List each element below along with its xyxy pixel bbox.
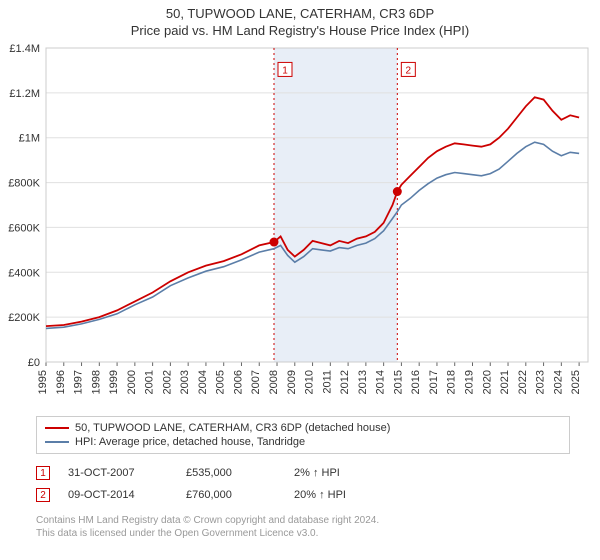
sale-marker-dot bbox=[393, 187, 402, 196]
legend-swatch bbox=[45, 441, 69, 443]
svg-text:2006: 2006 bbox=[232, 370, 244, 394]
legend-item: 50, TUPWOOD LANE, CATERHAM, CR3 6DP (det… bbox=[45, 421, 561, 435]
svg-text:2003: 2003 bbox=[179, 370, 191, 394]
svg-text:£0: £0 bbox=[28, 357, 40, 369]
svg-text:1999: 1999 bbox=[108, 370, 120, 394]
svg-text:£800K: £800K bbox=[8, 178, 40, 190]
sales-table: 1 31-OCT-2007 £535,000 2% ↑ HPI 2 09-OCT-2014… bbox=[36, 462, 570, 506]
svg-text:2016: 2016 bbox=[410, 370, 422, 394]
svg-text:2005: 2005 bbox=[215, 370, 227, 394]
svg-text:2013: 2013 bbox=[357, 370, 369, 394]
sale-marker-box: 1 bbox=[36, 466, 50, 480]
legend-label: HPI: Average price, detached house, Tand… bbox=[75, 436, 305, 448]
svg-text:£200K: £200K bbox=[8, 312, 40, 324]
sale-price: £535,000 bbox=[186, 467, 276, 479]
svg-text:2019: 2019 bbox=[463, 370, 475, 394]
sale-row: 2 09-OCT-2014 £760,000 20% ↑ HPI bbox=[36, 484, 570, 506]
svg-text:2: 2 bbox=[406, 65, 412, 76]
svg-text:2009: 2009 bbox=[286, 370, 298, 394]
footer-line-2: This data is licensed under the Open Gov… bbox=[36, 527, 570, 540]
svg-text:2011: 2011 bbox=[321, 370, 333, 394]
chart-legend: 50, TUPWOOD LANE, CATERHAM, CR3 6DP (det… bbox=[36, 416, 570, 454]
legend-swatch bbox=[45, 427, 69, 429]
svg-text:2002: 2002 bbox=[161, 370, 173, 394]
sale-hpi-diff: 20% ↑ HPI bbox=[294, 489, 374, 501]
svg-text:2017: 2017 bbox=[428, 370, 440, 394]
svg-text:£600K: £600K bbox=[8, 222, 40, 234]
svg-text:2023: 2023 bbox=[535, 370, 547, 394]
sale-row: 1 31-OCT-2007 £535,000 2% ↑ HPI bbox=[36, 462, 570, 484]
legend-item: HPI: Average price, detached house, Tand… bbox=[45, 435, 561, 449]
svg-text:2022: 2022 bbox=[517, 370, 529, 394]
svg-text:1: 1 bbox=[282, 65, 288, 76]
svg-text:2025: 2025 bbox=[570, 370, 582, 394]
svg-text:2012: 2012 bbox=[339, 370, 351, 394]
chart-title: 50, TUPWOOD LANE, CATERHAM, CR3 6DP bbox=[0, 6, 600, 21]
svg-text:1997: 1997 bbox=[73, 370, 85, 394]
svg-text:2018: 2018 bbox=[446, 370, 458, 394]
sale-date: 31-OCT-2007 bbox=[68, 467, 168, 479]
sale-date: 09-OCT-2014 bbox=[68, 489, 168, 501]
sale-hpi-diff: 2% ↑ HPI bbox=[294, 467, 374, 479]
svg-text:1995: 1995 bbox=[37, 370, 49, 394]
legend-label: 50, TUPWOOD LANE, CATERHAM, CR3 6DP (det… bbox=[75, 422, 390, 434]
footer-line-1: Contains HM Land Registry data © Crown c… bbox=[36, 514, 570, 527]
svg-text:£1M: £1M bbox=[19, 133, 40, 145]
chart-subtitle: Price paid vs. HM Land Registry's House … bbox=[0, 23, 600, 38]
chart-footer: Contains HM Land Registry data © Crown c… bbox=[36, 514, 570, 540]
svg-text:2021: 2021 bbox=[499, 370, 511, 394]
svg-text:£400K: £400K bbox=[8, 267, 40, 279]
svg-text:2004: 2004 bbox=[197, 370, 209, 394]
svg-text:2001: 2001 bbox=[144, 370, 156, 394]
chart-plot-area: £0 £200K £400K £600K £800K £1M £1.2M £1.4M 1995 1… bbox=[0, 40, 600, 410]
svg-text:2000: 2000 bbox=[126, 370, 138, 394]
sale-marker-dot bbox=[269, 238, 278, 247]
svg-text:2024: 2024 bbox=[552, 370, 564, 394]
svg-text:£1.2M: £1.2M bbox=[9, 88, 40, 100]
svg-text:2007: 2007 bbox=[250, 370, 262, 394]
svg-text:2008: 2008 bbox=[268, 370, 280, 394]
svg-text:2020: 2020 bbox=[481, 370, 493, 394]
svg-text:2015: 2015 bbox=[392, 370, 404, 394]
title-block: 50, TUPWOOD LANE, CATERHAM, CR3 6DP Pric… bbox=[0, 0, 600, 40]
sale-price: £760,000 bbox=[186, 489, 276, 501]
svg-text:£1.4M: £1.4M bbox=[9, 43, 40, 55]
svg-text:1996: 1996 bbox=[55, 370, 67, 394]
svg-text:2014: 2014 bbox=[375, 370, 387, 394]
sale-marker-box: 2 bbox=[36, 488, 50, 502]
svg-text:2010: 2010 bbox=[304, 370, 316, 394]
svg-text:1998: 1998 bbox=[90, 370, 102, 394]
chart-container: 50, TUPWOOD LANE, CATERHAM, CR3 6DP Pric… bbox=[0, 0, 600, 560]
chart-svg: £0 £200K £400K £600K £800K £1M £1.2M £1.4M 1995 1… bbox=[0, 40, 600, 410]
